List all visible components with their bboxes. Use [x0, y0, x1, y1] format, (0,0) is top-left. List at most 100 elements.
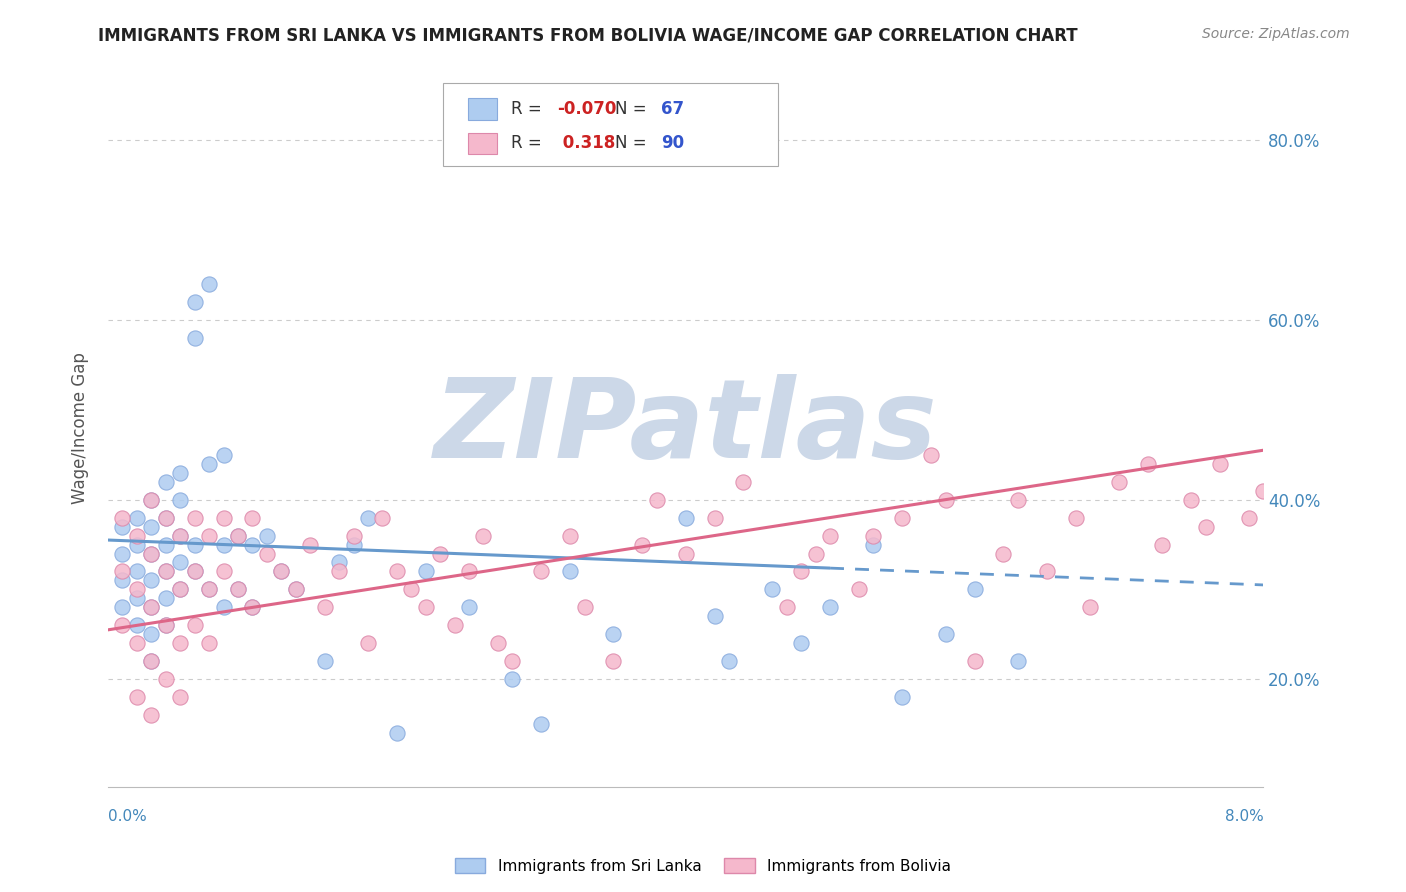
- Point: [818, 600, 841, 615]
- Point: [141, 654, 163, 668]
- Point: [169, 690, 191, 705]
- Point: [242, 537, 264, 551]
- Point: [125, 690, 148, 705]
- Point: [169, 528, 191, 542]
- Point: [256, 547, 278, 561]
- Point: [242, 600, 264, 615]
- Point: [602, 654, 624, 668]
- Bar: [468, 98, 498, 120]
- Point: [1007, 492, 1029, 507]
- Point: [270, 565, 292, 579]
- Point: [314, 600, 336, 615]
- Point: [1253, 483, 1275, 498]
- Point: [776, 600, 799, 615]
- Point: [920, 448, 942, 462]
- Point: [125, 510, 148, 524]
- Point: [155, 565, 177, 579]
- Point: [486, 636, 509, 650]
- Point: [169, 636, 191, 650]
- Point: [155, 591, 177, 606]
- Point: [703, 609, 725, 624]
- Text: 67: 67: [661, 100, 685, 118]
- Point: [631, 537, 654, 551]
- Point: [198, 582, 221, 597]
- Point: [1064, 510, 1087, 524]
- Point: [848, 582, 870, 597]
- Point: [169, 582, 191, 597]
- Point: [169, 582, 191, 597]
- Point: [226, 528, 249, 542]
- Point: [141, 708, 163, 723]
- Point: [284, 582, 307, 597]
- Point: [472, 528, 495, 542]
- Point: [169, 556, 191, 570]
- Point: [1035, 565, 1057, 579]
- Point: [501, 654, 523, 668]
- Text: 0.0%: 0.0%: [108, 809, 146, 824]
- Y-axis label: Wage/Income Gap: Wage/Income Gap: [72, 351, 89, 504]
- Text: IMMIGRANTS FROM SRI LANKA VS IMMIGRANTS FROM BOLIVIA WAGE/INCOME GAP CORRELATION: IMMIGRANTS FROM SRI LANKA VS IMMIGRANTS …: [98, 27, 1078, 45]
- Point: [1108, 475, 1130, 489]
- Point: [155, 475, 177, 489]
- Point: [111, 600, 134, 615]
- Point: [1136, 457, 1159, 471]
- Point: [891, 690, 914, 705]
- Point: [183, 295, 205, 310]
- Point: [804, 547, 827, 561]
- Point: [155, 672, 177, 686]
- Point: [169, 466, 191, 480]
- Point: [125, 618, 148, 632]
- Point: [183, 565, 205, 579]
- Point: [371, 510, 394, 524]
- Point: [790, 636, 813, 650]
- Point: [125, 636, 148, 650]
- Point: [198, 582, 221, 597]
- Text: R =: R =: [512, 100, 541, 118]
- Point: [818, 528, 841, 542]
- Point: [183, 331, 205, 345]
- Point: [891, 510, 914, 524]
- Point: [1007, 654, 1029, 668]
- Point: [761, 582, 783, 597]
- Point: [141, 547, 163, 561]
- Point: [111, 519, 134, 533]
- Point: [141, 627, 163, 641]
- Point: [169, 492, 191, 507]
- Point: [125, 537, 148, 551]
- Point: [935, 627, 957, 641]
- Point: [993, 547, 1015, 561]
- Point: [415, 565, 437, 579]
- Point: [1209, 457, 1232, 471]
- Point: [862, 528, 884, 542]
- Point: [1152, 537, 1174, 551]
- Point: [1078, 600, 1101, 615]
- Text: 90: 90: [661, 135, 685, 153]
- Point: [198, 457, 221, 471]
- Point: [530, 717, 553, 731]
- Point: [141, 547, 163, 561]
- Point: [1281, 510, 1303, 524]
- Point: [198, 528, 221, 542]
- Point: [415, 600, 437, 615]
- Point: [155, 565, 177, 579]
- Point: [558, 528, 581, 542]
- Point: [111, 547, 134, 561]
- Point: [703, 510, 725, 524]
- Point: [342, 537, 364, 551]
- Point: [458, 565, 481, 579]
- Point: [226, 582, 249, 597]
- Point: [155, 618, 177, 632]
- Legend: Immigrants from Sri Lanka, Immigrants from Bolivia: Immigrants from Sri Lanka, Immigrants fr…: [449, 852, 957, 880]
- Point: [212, 510, 235, 524]
- Point: [212, 565, 235, 579]
- Point: [1237, 510, 1260, 524]
- Text: 0.318: 0.318: [557, 135, 616, 153]
- Point: [963, 654, 986, 668]
- Point: [141, 492, 163, 507]
- Point: [125, 565, 148, 579]
- Point: [284, 582, 307, 597]
- Point: [125, 591, 148, 606]
- Point: [1324, 475, 1347, 489]
- Point: [357, 510, 380, 524]
- Point: [299, 537, 322, 551]
